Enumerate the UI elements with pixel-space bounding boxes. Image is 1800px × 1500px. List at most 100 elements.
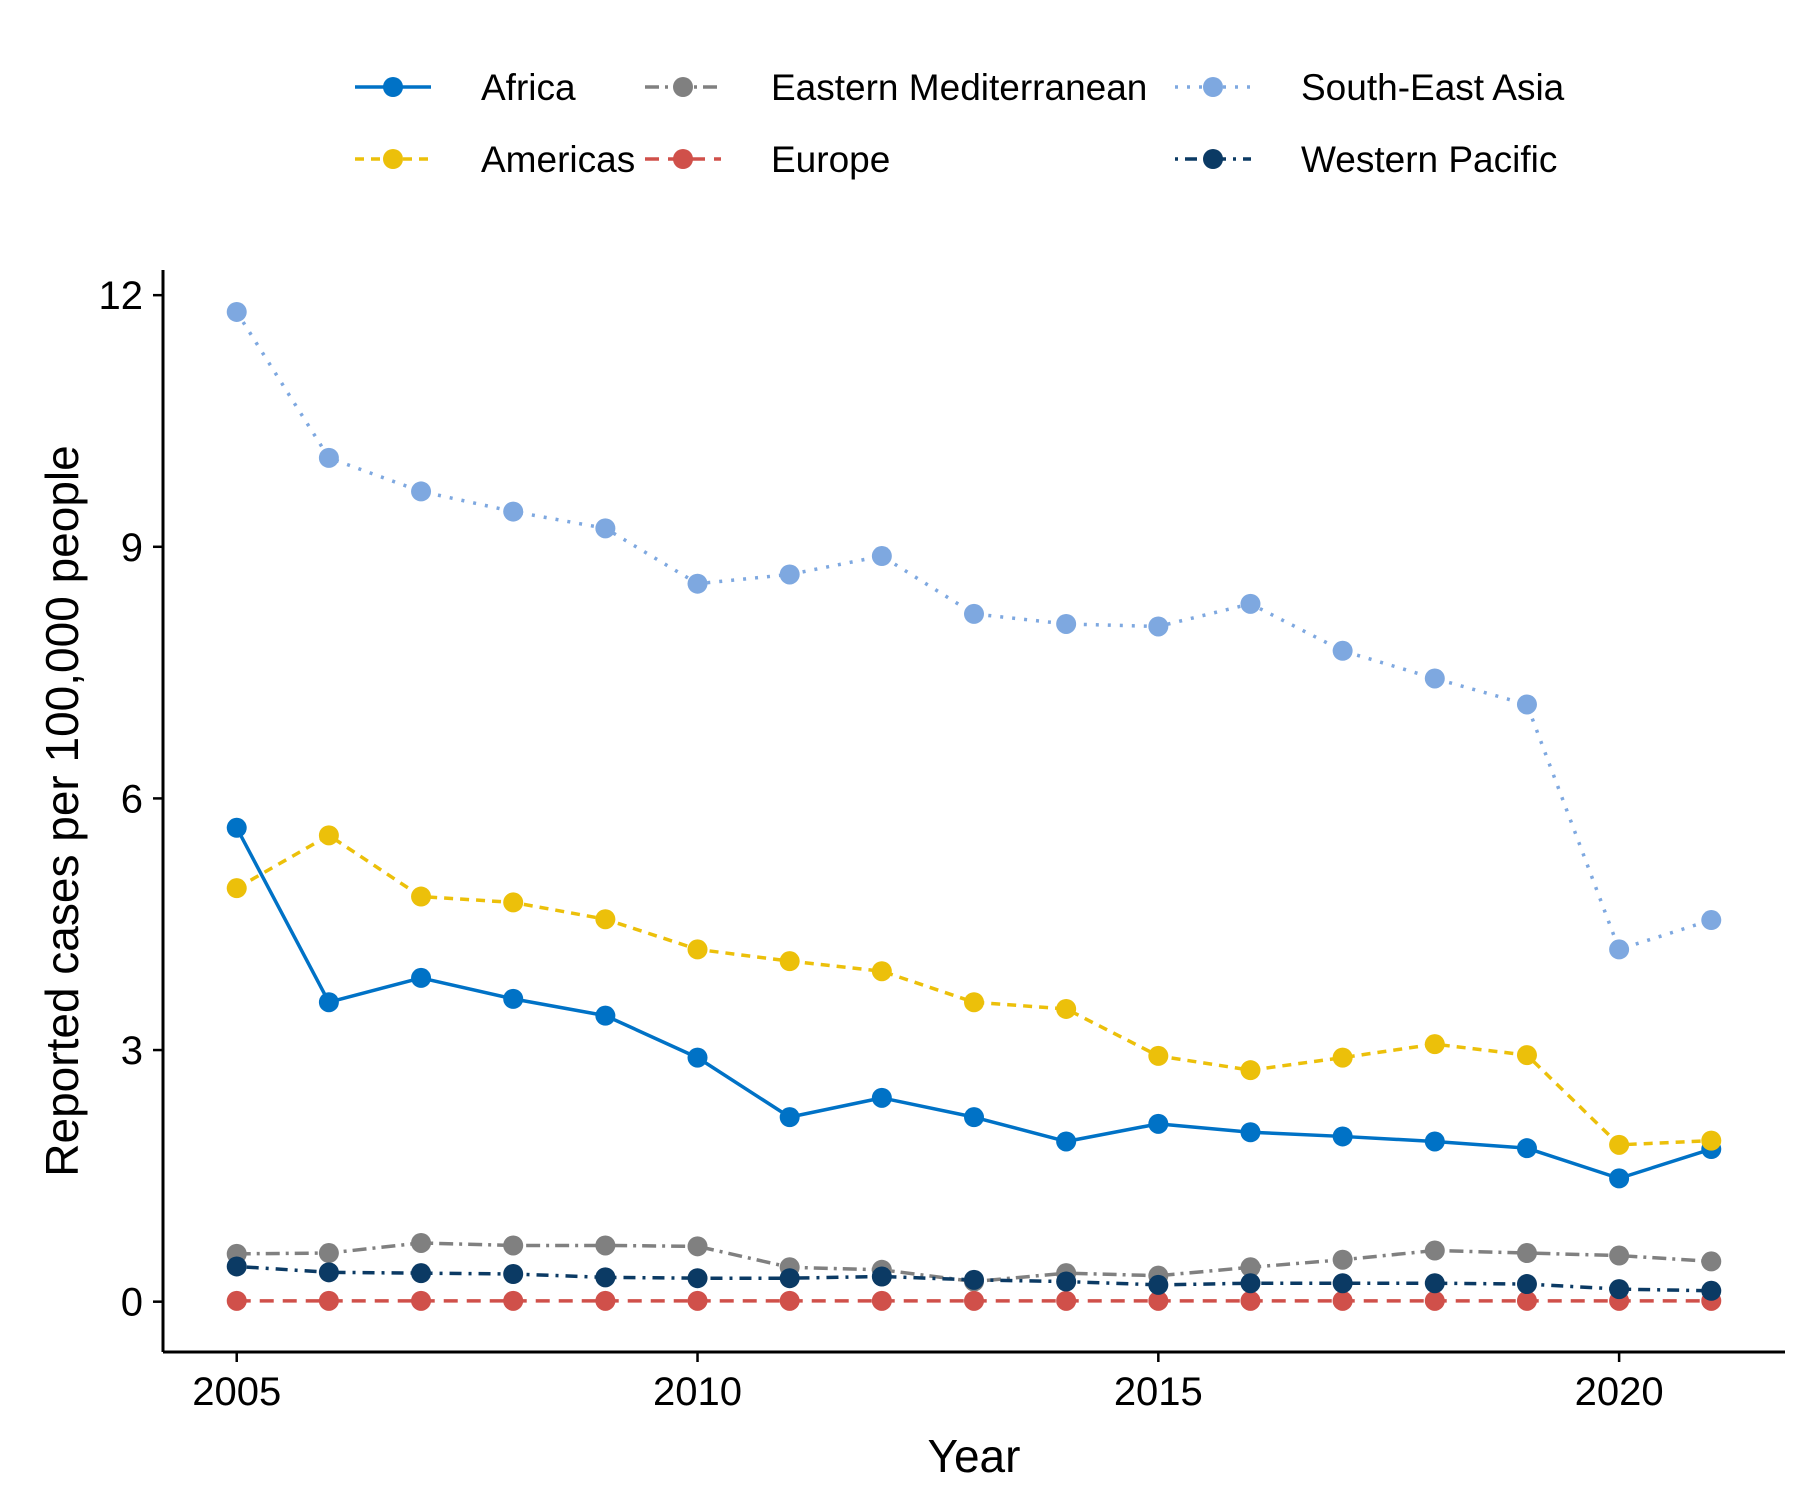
data-point-south-east-asia [964, 603, 984, 624]
data-point-europe [871, 1290, 892, 1311]
data-point-western-pacific [411, 1263, 432, 1284]
data-point-africa [1148, 1113, 1169, 1134]
data-point-americas [318, 825, 339, 846]
data-point-eastern-mediterranean [411, 1232, 432, 1253]
data-point-eastern-mediterranean [1701, 1251, 1722, 1272]
legend-key-marker [383, 77, 403, 97]
data-point-americas [503, 892, 524, 913]
legend-key-marker [673, 149, 693, 169]
data-point-africa [1424, 1131, 1445, 1152]
data-point-south-east-asia [1148, 616, 1169, 637]
data-point-africa [1609, 1168, 1630, 1189]
legend-key-marker [673, 77, 693, 97]
data-point-americas [1701, 1130, 1722, 1151]
data-point-south-east-asia [1701, 910, 1722, 931]
data-point-western-pacific [503, 1263, 524, 1284]
data-point-south-east-asia [503, 501, 524, 522]
data-point-western-pacific [871, 1266, 892, 1287]
data-point-europe [1240, 1290, 1261, 1311]
data-point-europe [964, 1290, 984, 1311]
data-point-africa [687, 1047, 708, 1068]
data-point-south-east-asia [595, 518, 616, 539]
data-point-americas [595, 909, 616, 930]
data-point-south-east-asia [1424, 668, 1445, 689]
data-point-americas [687, 939, 708, 960]
y-tick-label: 6 [121, 777, 143, 821]
data-point-western-pacific [318, 1262, 339, 1283]
data-point-americas [871, 961, 892, 982]
data-point-western-pacific [779, 1268, 800, 1289]
legend-label: Americas [481, 139, 635, 180]
data-point-americas [1609, 1134, 1630, 1155]
y-tick-label: 0 [121, 1281, 143, 1325]
data-point-africa [1240, 1122, 1261, 1143]
y-tick-label: 9 [121, 526, 143, 570]
series-lines [235, 311, 1712, 1303]
series-points [226, 301, 1722, 1311]
axes: 0 3 6 9 12 2005 2010 2015 2020 [99, 270, 1785, 1414]
data-point-americas [1056, 998, 1077, 1019]
data-point-europe [226, 1290, 247, 1311]
data-point-africa [595, 1005, 616, 1026]
data-point-western-pacific [1701, 1280, 1722, 1301]
data-point-americas [964, 992, 984, 1013]
x-axis-title: Year [928, 1430, 1021, 1482]
data-point-europe [1332, 1290, 1353, 1311]
legend-item-south-east-asia: South-East Asia [1175, 67, 1565, 108]
data-point-europe [1148, 1290, 1169, 1311]
data-point-africa [226, 817, 247, 838]
data-point-western-pacific [1424, 1273, 1445, 1294]
data-point-south-east-asia [318, 447, 339, 468]
y-tick-label: 12 [99, 274, 144, 318]
data-point-western-pacific [687, 1268, 708, 1289]
legend-item-western-pacific: Western Pacific [1175, 139, 1557, 180]
data-point-africa [1056, 1131, 1077, 1152]
data-point-africa [964, 1107, 984, 1128]
data-point-western-pacific [1056, 1271, 1077, 1292]
data-point-eastern-mediterranean [1240, 1257, 1261, 1278]
series-line-south-east-asia [235, 311, 1712, 952]
data-point-europe [687, 1290, 708, 1311]
data-point-eastern-mediterranean [1609, 1245, 1630, 1266]
data-point-western-pacific [595, 1267, 616, 1288]
data-point-western-pacific [964, 1269, 984, 1290]
data-point-americas [411, 886, 432, 907]
data-point-eastern-mediterranean [1332, 1249, 1353, 1270]
legend: Africa Americas Eastern Mediterranean Europ… [355, 67, 1565, 180]
data-point-eastern-mediterranean [1516, 1243, 1537, 1264]
data-point-americas [779, 951, 800, 972]
data-point-south-east-asia [1056, 613, 1077, 634]
data-point-africa [318, 992, 339, 1013]
data-point-south-east-asia [687, 573, 708, 594]
data-point-americas [1424, 1034, 1445, 1055]
data-point-africa [871, 1087, 892, 1108]
data-point-europe [503, 1290, 524, 1311]
data-point-south-east-asia [1609, 939, 1630, 960]
data-point-europe [318, 1290, 339, 1311]
data-point-europe [1516, 1290, 1537, 1311]
data-point-africa [503, 988, 524, 1009]
data-point-eastern-mediterranean [595, 1235, 616, 1256]
data-point-europe [595, 1290, 616, 1311]
x-tick-label: 2015 [1114, 1370, 1203, 1414]
y-axis-title: Reported cases per 100,000 people [36, 445, 88, 1176]
data-point-south-east-asia [1332, 640, 1353, 661]
y-tick-label: 3 [121, 1029, 143, 1073]
data-point-western-pacific [226, 1256, 247, 1277]
legend-label: Western Pacific [1301, 139, 1557, 180]
data-point-europe [1056, 1290, 1077, 1311]
data-point-europe [411, 1290, 432, 1311]
data-point-americas [1516, 1045, 1537, 1066]
data-point-south-east-asia [226, 301, 247, 322]
data-point-africa [411, 967, 432, 988]
data-point-western-pacific [1148, 1274, 1169, 1295]
legend-label: Africa [481, 67, 576, 108]
x-tick-label: 2020 [1575, 1370, 1664, 1414]
legend-key-marker [1203, 77, 1223, 97]
data-point-south-east-asia [1240, 593, 1261, 614]
data-point-europe [779, 1290, 800, 1311]
data-point-americas [1332, 1047, 1353, 1068]
data-point-south-east-asia [871, 546, 892, 567]
legend-key-marker [383, 149, 403, 169]
